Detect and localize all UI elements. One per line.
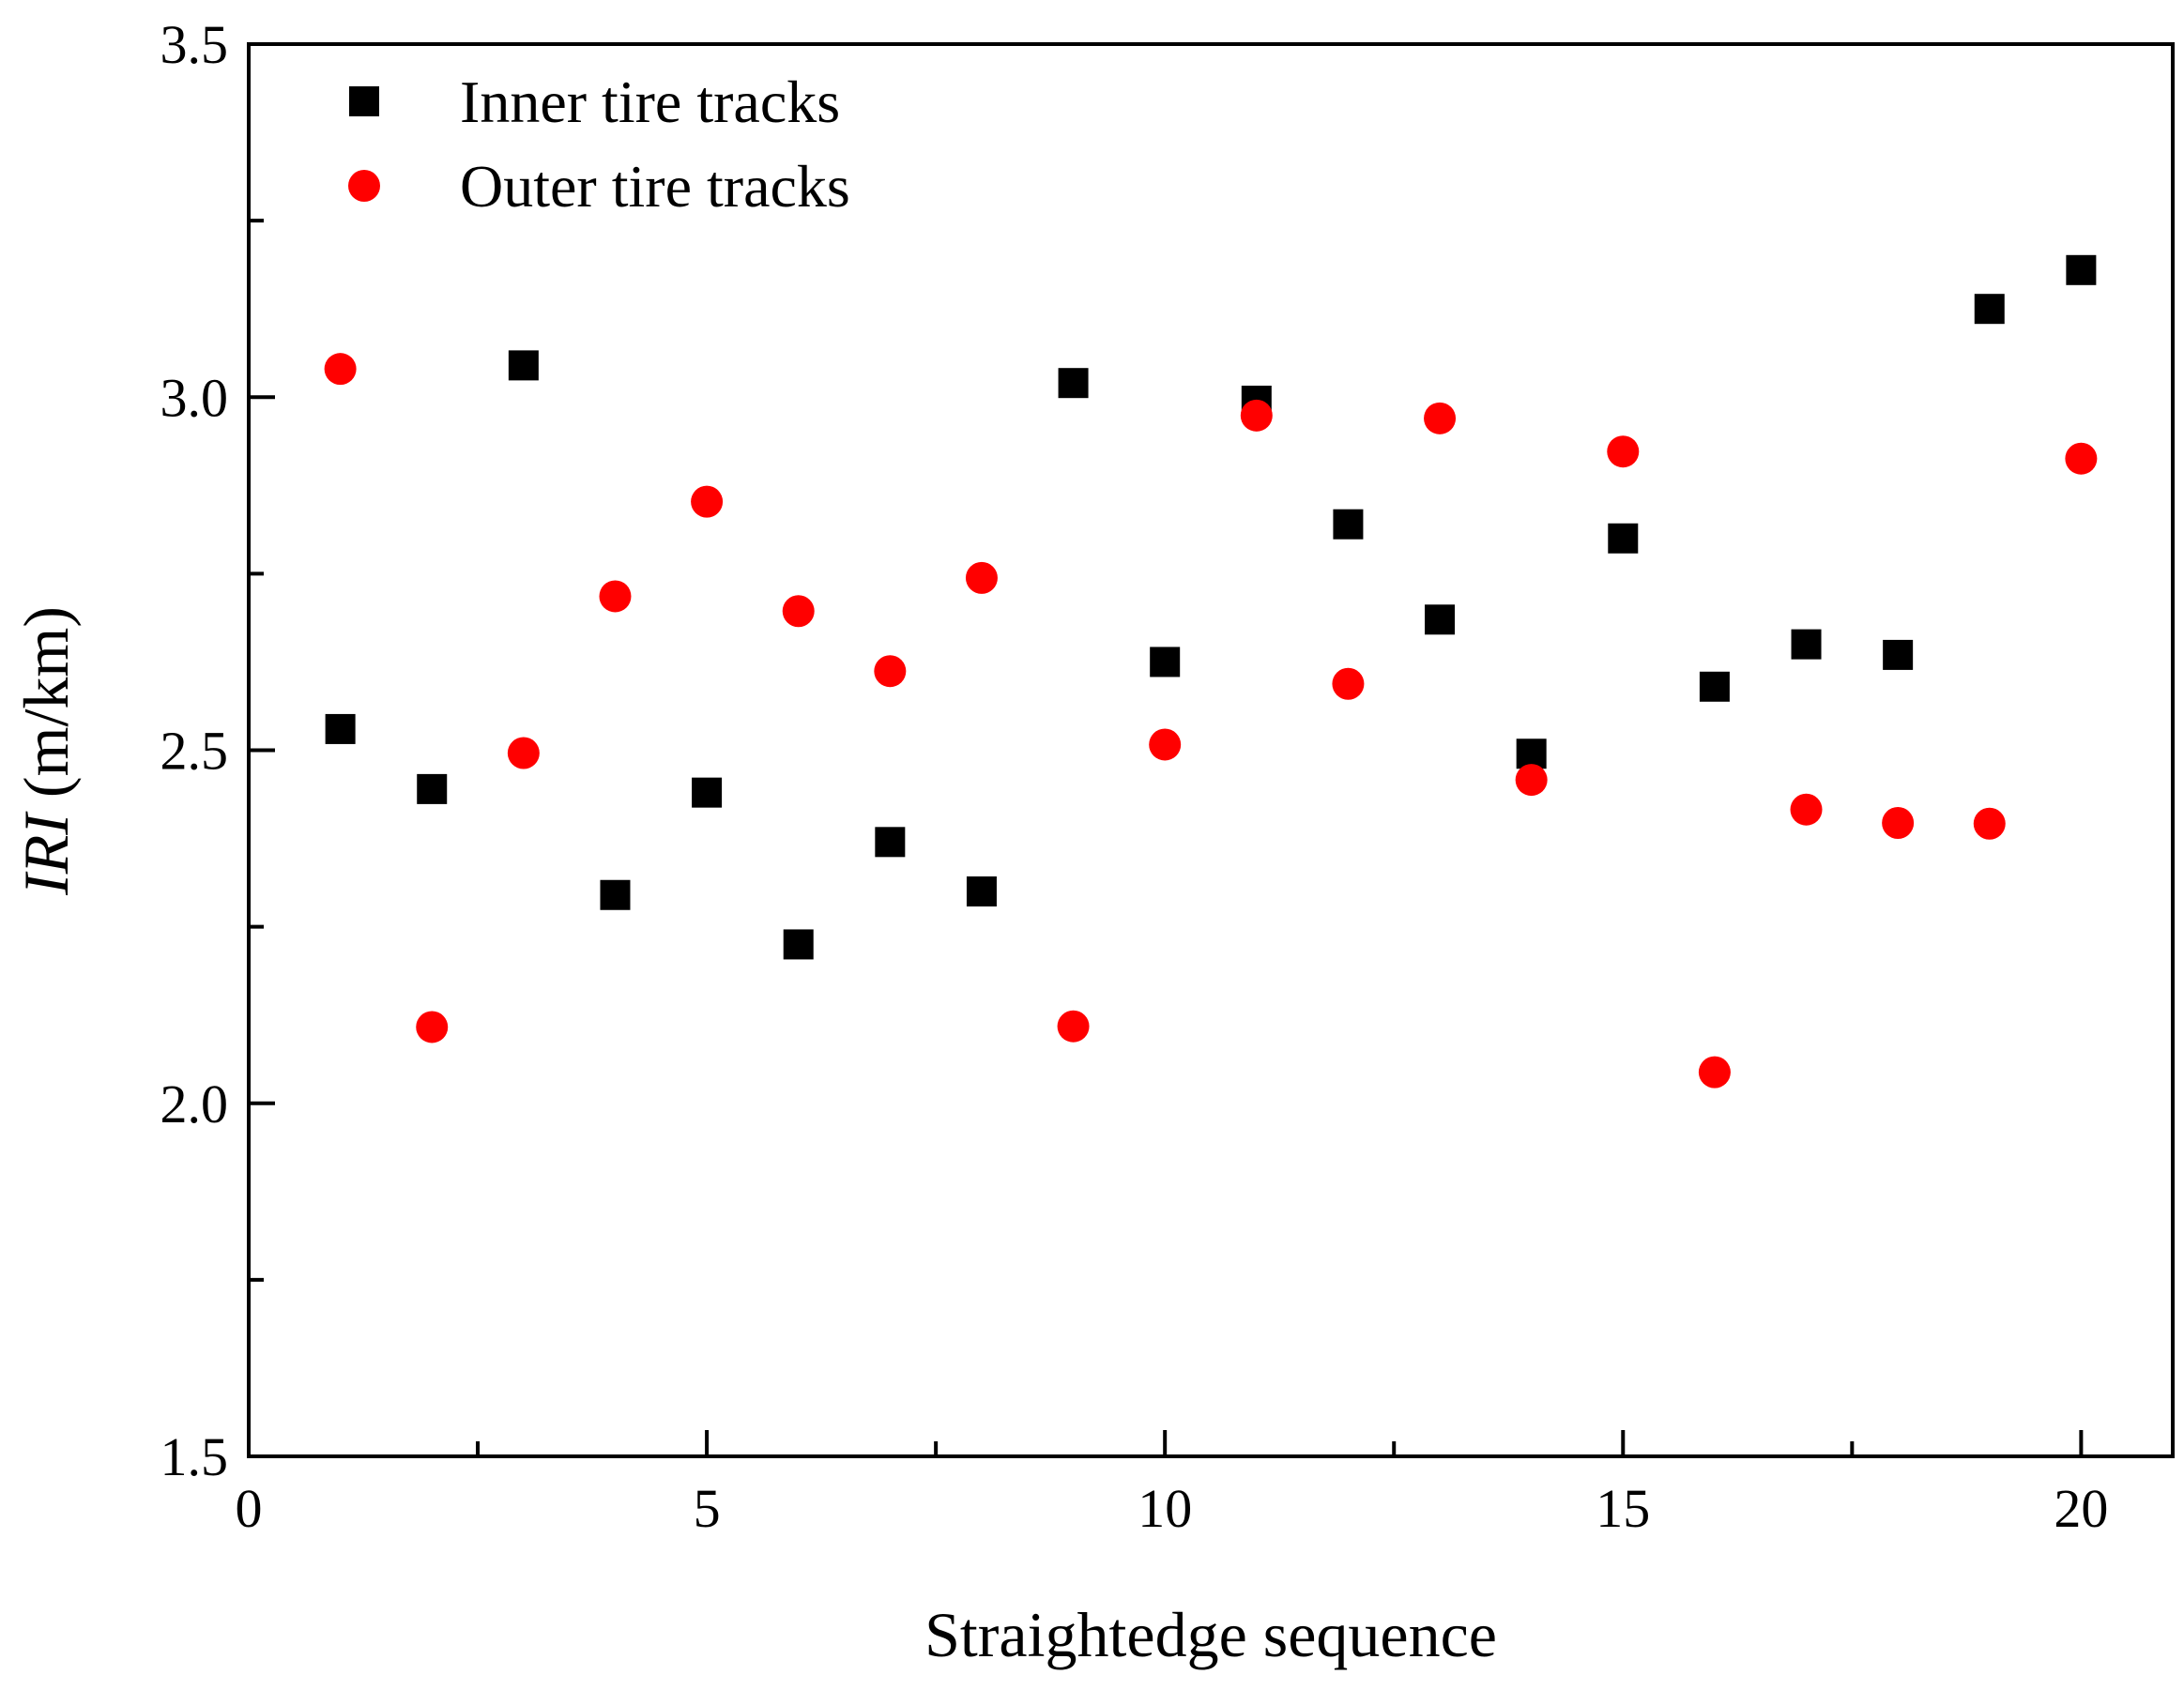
inner-track-point [1883, 639, 1914, 670]
y-tick-label: 2.5 [160, 721, 229, 782]
outer-track-point [324, 353, 357, 386]
inner-track-point [966, 876, 997, 906]
y-tick-label: 3.5 [160, 14, 229, 75]
x-tick-label: 0 [236, 1478, 263, 1539]
legend-square-marker [349, 86, 379, 116]
outer-track-point [1973, 807, 2006, 840]
outer-track-point [1698, 1056, 1731, 1089]
inner-track-point [1974, 294, 2005, 325]
outer-track-point [1515, 764, 1548, 797]
y-tick-label: 3.0 [160, 367, 229, 428]
x-tick-label: 15 [1596, 1478, 1650, 1539]
y-axis-title: IRI (m/km) [10, 606, 82, 896]
x-tick-label: 20 [2054, 1478, 2108, 1539]
outer-track-point [691, 485, 724, 518]
outer-track-point [1240, 399, 1273, 432]
outer-track-point [1057, 1010, 1090, 1043]
inner-track-point [692, 777, 723, 808]
inner-track-point [1150, 647, 1181, 678]
inner-track-point [1608, 523, 1639, 554]
legend: Inner tire tracks Outer tire tracks [348, 69, 850, 220]
outer-track-point [965, 561, 998, 594]
x-tick-label: 10 [1138, 1478, 1192, 1539]
x-tick-label: 5 [694, 1478, 721, 1539]
outer-track-point [1607, 435, 1640, 468]
y-tick-label: 2.0 [160, 1073, 229, 1134]
inner-track-point [1425, 604, 1456, 635]
inner-track-point [325, 713, 356, 744]
outer-track-point [599, 580, 632, 613]
inner-track-point [508, 350, 539, 381]
outer-track-point [1424, 402, 1457, 434]
inner-track-point [417, 773, 448, 804]
outer-track-point [1882, 807, 1915, 840]
outer-track-point [874, 655, 907, 688]
inner-track-point [783, 929, 814, 960]
inner-track-point [600, 879, 631, 910]
legend-circle-marker [348, 170, 380, 202]
inner-track-point [875, 827, 906, 858]
inner-track-point [1058, 368, 1089, 399]
outer-track-point [1149, 728, 1182, 761]
inner-track-point [1333, 509, 1364, 540]
outer-track-point [2065, 442, 2098, 475]
outer-track-point [416, 1011, 449, 1043]
inner-track-point [1699, 671, 1730, 702]
inner-track-point [2066, 254, 2097, 285]
y-tick-label: 1.5 [160, 1426, 229, 1487]
legend-label-inner: Inner tire tracks [460, 69, 840, 135]
inner-track-point [1791, 629, 1822, 660]
outer-track-point [1790, 793, 1823, 826]
outer-track-point [782, 595, 815, 628]
outer-track-point [1332, 667, 1365, 700]
inner-track-point [1516, 738, 1547, 769]
outer-track-point [507, 737, 540, 769]
x-axis-title: Straightedge sequence [924, 1599, 1497, 1670]
legend-label-outer: Outer tire tracks [460, 153, 850, 220]
